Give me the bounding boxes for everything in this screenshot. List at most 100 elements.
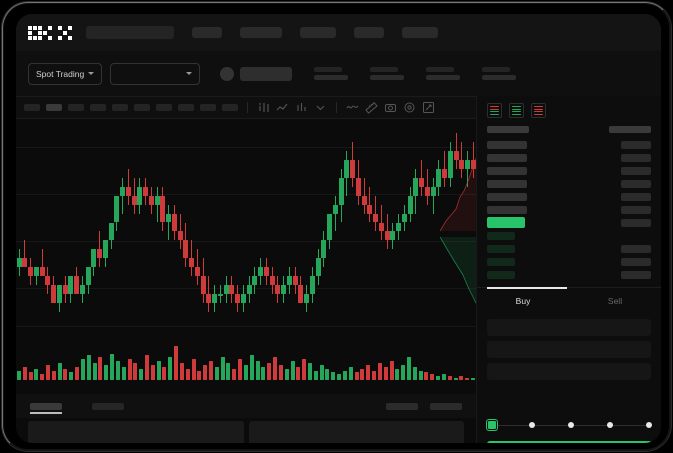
orders-action-1[interactable]	[386, 402, 418, 410]
volume-bar	[220, 357, 225, 380]
volume-bar	[366, 364, 371, 380]
orders-tab-active[interactable]	[30, 402, 62, 410]
orderbook-ask-row[interactable]	[487, 138, 651, 151]
nav-item-3[interactable]	[300, 27, 336, 38]
orders-panel-1[interactable]	[28, 421, 244, 443]
market-stat-1	[314, 67, 349, 80]
order-type-field[interactable]	[487, 319, 651, 336]
volume-bar	[302, 359, 307, 380]
market-stat-3	[426, 67, 461, 80]
both-depth-icon[interactable]	[487, 103, 502, 118]
volume-bar	[69, 372, 74, 380]
fullscreen-icon[interactable]	[422, 101, 435, 114]
gear-icon[interactable]	[403, 101, 416, 114]
okx-logo-icon[interactable]	[28, 25, 72, 40]
price-chart[interactable]	[16, 119, 476, 326]
tab-sell[interactable]: Sell	[607, 295, 623, 306]
volume-histogram	[16, 326, 476, 394]
orderbook-price	[487, 231, 515, 240]
amount-field[interactable]	[487, 363, 651, 380]
volume-bar	[80, 359, 85, 380]
nav-item-5[interactable]	[402, 27, 438, 38]
slider-stop-50[interactable]	[568, 422, 574, 428]
search-input[interactable]	[86, 26, 174, 39]
last-price	[240, 66, 293, 81]
volume-bar	[86, 355, 91, 380]
timeframe-button-6[interactable]	[134, 104, 150, 111]
bids-only-icon[interactable]	[509, 103, 524, 118]
orderbook-bid-row[interactable]	[487, 268, 651, 281]
indicator-wave-icon[interactable]	[346, 101, 359, 114]
trade-side-tabs: Buy Sell	[477, 287, 661, 313]
tab-buy[interactable]: Buy	[515, 295, 531, 306]
submit-order-button[interactable]	[487, 441, 652, 443]
camera-icon[interactable]	[384, 101, 397, 114]
timeframe-button-2[interactable]	[46, 104, 62, 111]
orderbook-ask-row[interactable]	[487, 151, 651, 164]
orderbook-spread-row	[487, 216, 651, 229]
bar-chart-icon[interactable]	[295, 101, 308, 114]
volume-bar	[412, 366, 417, 380]
timeframe-button-9[interactable]	[200, 104, 216, 111]
line-chart-icon[interactable]	[276, 101, 289, 114]
volume-bar	[255, 361, 260, 380]
timeframe-button-10[interactable]	[222, 104, 238, 111]
volume-bar	[296, 366, 301, 380]
timeframe-button-4[interactable]	[90, 104, 106, 111]
orderbook-size	[621, 179, 651, 188]
timeframe-button-7[interactable]	[156, 104, 172, 111]
orders-panel-2[interactable]	[248, 421, 464, 443]
trading-pair-selector[interactable]	[110, 62, 201, 85]
volume-bar	[383, 366, 388, 380]
amount-percent-slider[interactable]	[487, 419, 652, 433]
orderbook-price	[487, 192, 527, 201]
timeframe-button-5[interactable]	[112, 104, 128, 111]
orderbook-ask-row[interactable]	[487, 203, 651, 216]
volume-bar	[290, 361, 295, 380]
slider-stop-100[interactable]	[646, 422, 652, 428]
ruler-icon[interactable]	[365, 101, 378, 114]
volume-bar	[395, 368, 400, 380]
volume-bar	[22, 366, 27, 380]
toolbar-divider	[247, 102, 248, 113]
slider-handle[interactable]	[487, 420, 497, 430]
orderbook-bid-row[interactable]	[487, 229, 651, 242]
orderbook-bid-row[interactable]	[487, 255, 651, 268]
orders-tab-secondary[interactable]	[92, 402, 124, 410]
market-type-selector[interactable]: Spot Trading	[28, 62, 103, 85]
orderbook-price	[487, 179, 527, 188]
timeframe-button-8[interactable]	[178, 104, 194, 111]
nav-item-1[interactable]	[192, 27, 222, 38]
nav-item-2[interactable]	[240, 27, 282, 38]
orderbook-size	[621, 270, 651, 279]
volume-bar	[226, 363, 231, 380]
timeframe-button-1[interactable]	[24, 104, 40, 111]
volume-bar	[267, 363, 272, 380]
volume-bar	[150, 364, 155, 380]
volume-bar	[337, 374, 342, 380]
volume-bar	[162, 366, 167, 380]
volume-bar	[441, 374, 446, 380]
nav-item-4[interactable]	[354, 27, 384, 38]
orderbook-ask-row[interactable]	[487, 190, 651, 203]
orderbook-trade-panel: Buy Sell	[476, 96, 661, 443]
orderbook-size	[621, 232, 651, 240]
price-field[interactable]	[487, 341, 651, 358]
volume-bar	[249, 355, 254, 380]
asks-only-icon[interactable]	[531, 103, 546, 118]
orderbook-ask-row[interactable]	[487, 164, 651, 177]
volume-bar	[28, 372, 33, 380]
orders-action-2[interactable]	[430, 402, 462, 410]
orderbook-price	[487, 244, 515, 253]
volume-bar	[331, 372, 336, 380]
timeframe-button-3[interactable]	[68, 104, 84, 111]
orderbook-ask-row[interactable]	[487, 177, 651, 190]
toolbar-divider	[336, 102, 337, 113]
chevron-down-icon[interactable]	[314, 101, 327, 114]
volume-bar	[139, 368, 144, 380]
slider-stop-25[interactable]	[529, 422, 535, 428]
orderbook-bid-row[interactable]	[487, 242, 651, 255]
slider-stop-75[interactable]	[607, 422, 613, 428]
candlestick-chart-icon[interactable]	[257, 101, 270, 114]
